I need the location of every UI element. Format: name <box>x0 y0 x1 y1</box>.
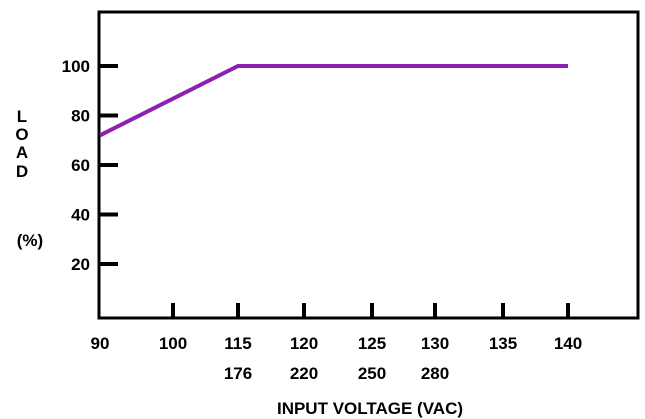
y-tick-label: 20 <box>71 255 90 274</box>
series-line <box>99 64 568 138</box>
x-secondary-tick-label: 250 <box>358 364 386 383</box>
y-tick-label: 100 <box>62 57 90 76</box>
x-tick-label: 90 <box>91 334 110 353</box>
series-group <box>99 64 568 138</box>
y-axis-title-letter: A <box>16 143 28 162</box>
plot-frame <box>97 10 640 320</box>
y-tick-label: 40 <box>71 206 90 225</box>
x-secondary-tick-label: 176 <box>224 364 252 383</box>
y-tick-label: 60 <box>71 156 90 175</box>
x-axis-ticks: 90 100 115 120 125 130 135 140 176 220 250 280 <box>91 303 582 383</box>
x-tick-label: 115 <box>224 334 251 353</box>
x-secondary-tick-label: 280 <box>421 364 449 383</box>
x-tick-label: 125 <box>358 334 386 353</box>
x-tick-label: 135 <box>489 334 517 353</box>
x-secondary-tick-label: 220 <box>290 364 318 383</box>
x-tick-label: 100 <box>159 334 187 353</box>
x-tick-label: 120 <box>290 334 318 353</box>
y-axis-title-letter: O <box>15 125 28 144</box>
x-axis-title: INPUT VOLTAGE (VAC) <box>277 399 463 418</box>
x-tick-label: 130 <box>421 334 449 353</box>
y-axis-title-letter: L <box>17 107 27 126</box>
y-tick-label: 80 <box>71 107 90 126</box>
y-axis-title-letter: D <box>16 162 28 181</box>
y-axis-title-unit: (%) <box>17 231 43 250</box>
x-tick-label: 140 <box>554 334 582 353</box>
y-axis-ticks: 20 40 60 80 100 <box>62 57 118 274</box>
